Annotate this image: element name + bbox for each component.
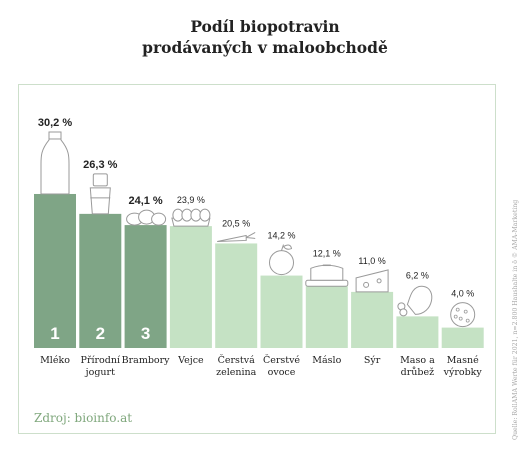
chart-title-line-1: Podíl biopotravin <box>190 17 340 36</box>
chart-title-line-2: prodávaných v maloobchodě <box>142 38 388 57</box>
value-label: 6,2 % <box>406 270 429 280</box>
value-label: 14,2 % <box>267 231 295 241</box>
category-label: Sýr <box>364 355 381 366</box>
value-label: 23,9 % <box>177 195 205 205</box>
butter-dish-icon <box>305 264 349 287</box>
value-label: 12,1 % <box>313 248 341 258</box>
value-label: 30,2 % <box>38 117 72 129</box>
category-label: jogurt <box>85 367 115 378</box>
carrot-icon <box>217 232 256 242</box>
bar-4 <box>169 226 212 348</box>
category-label: Čerstvé <box>263 354 300 366</box>
rank-number: 2 <box>96 324 105 343</box>
chart-title: Podíl biopotravin prodávaných v maloobch… <box>0 16 530 58</box>
category-label: ovoce <box>268 367 296 378</box>
category-label: zelenina <box>216 367 257 378</box>
bar-5 <box>215 243 258 348</box>
milk-bottle-icon <box>40 131 70 195</box>
category-label: drůbež <box>401 366 434 378</box>
category-label: Masné <box>447 355 479 366</box>
cheese-icon <box>355 269 389 293</box>
value-label: 24,1 % <box>128 195 162 207</box>
eggs-icon <box>171 208 211 227</box>
bar-10 <box>441 327 484 348</box>
apple-icon <box>269 244 294 276</box>
category-label: výrobky <box>443 367 483 378</box>
chicken-leg-icon <box>397 285 433 317</box>
rank-number: 3 <box>141 324 150 343</box>
category-label: Vejce <box>177 355 204 366</box>
bar-8 <box>351 291 394 348</box>
value-label: 11,0 % <box>358 256 385 266</box>
bar-1 <box>34 193 76 348</box>
value-label: 4,0 % <box>451 289 474 299</box>
rank-number: 1 <box>50 324 59 343</box>
source-label: Zdroj: bioinfo.at <box>34 411 133 425</box>
category-label: Přírodní <box>81 355 121 366</box>
bar-6 <box>260 275 303 348</box>
category-label: Maso a <box>400 355 435 366</box>
credit-label: Quelle: RollAMA Werte für 2021, n=2.800 … <box>512 199 519 440</box>
chart-frame <box>18 84 496 434</box>
yogurt-cup-icon <box>89 173 111 215</box>
bar-9 <box>396 316 439 348</box>
sausage-slice-icon <box>450 302 476 328</box>
category-label: Čerstvá <box>218 354 255 366</box>
potatoes-icon <box>126 209 167 226</box>
category-label: Brambory <box>122 355 171 366</box>
value-label: 20,5 % <box>222 218 250 228</box>
category-label: Mléko <box>40 355 70 366</box>
bar-3 <box>124 225 167 348</box>
value-label: 26,3 % <box>83 159 117 171</box>
bar-7 <box>305 286 348 348</box>
category-label: Máslo <box>312 355 341 366</box>
bar-2 <box>79 213 122 348</box>
